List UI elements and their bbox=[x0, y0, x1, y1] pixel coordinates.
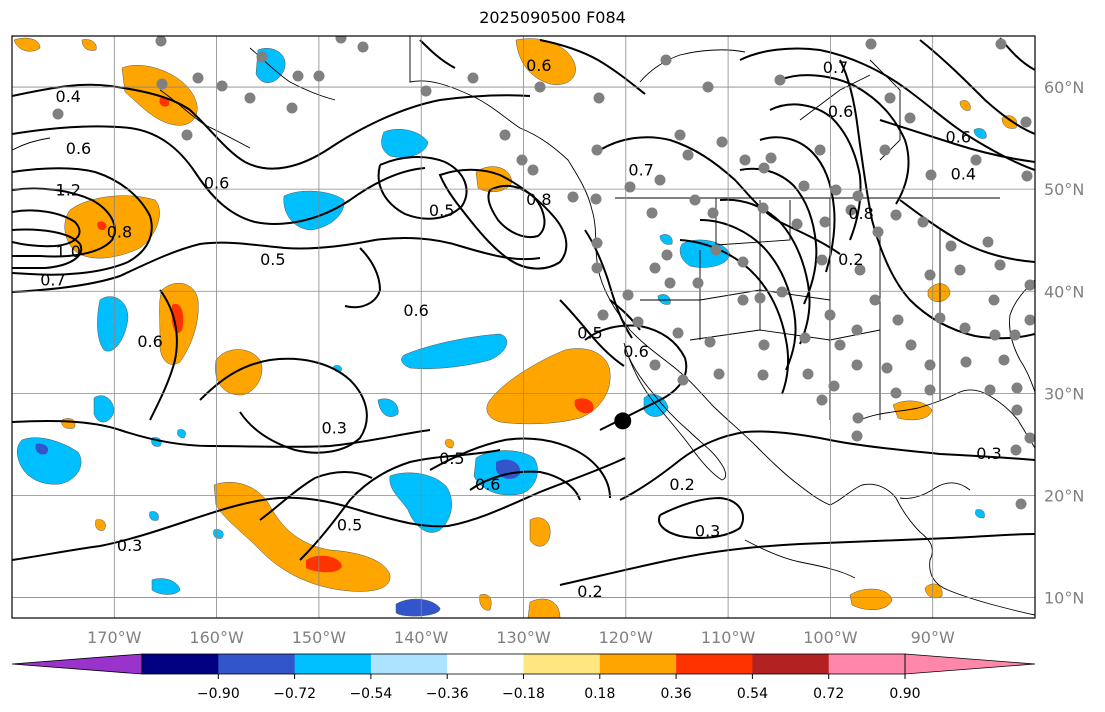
contour-label: 0.5 bbox=[439, 449, 464, 468]
contour-label: 0.6 bbox=[623, 342, 648, 361]
latitude-tick-label: 60°N bbox=[1044, 78, 1084, 97]
contour-label: 0.4 bbox=[951, 164, 976, 183]
longitude-tick-label: 150°W bbox=[292, 628, 347, 647]
contour-label: 0.3 bbox=[976, 444, 1001, 463]
latitude-tick-label: 20°N bbox=[1044, 486, 1084, 505]
colorbar-tick-label: 0.54 bbox=[737, 686, 768, 702]
colorbar-high-extension bbox=[904, 653, 1036, 675]
contour-label: 0.5 bbox=[429, 201, 454, 220]
contour-label: 0.3 bbox=[322, 419, 347, 438]
colorbar-tick-label: 0.36 bbox=[661, 686, 692, 702]
colorbar-segment bbox=[142, 654, 219, 674]
colorbar-segment bbox=[370, 654, 448, 674]
longitude-tick-label: 110°W bbox=[701, 628, 756, 647]
longitude-labels: 170°W 160°W 150°W 140°W 130°W 120°W 110°W 100°W… bbox=[87, 628, 955, 647]
observation-dots bbox=[52, 36, 1035, 510]
latitude-tick-label: 30°N bbox=[1044, 384, 1084, 403]
contour-label: 0.2 bbox=[838, 250, 863, 269]
contour-label: 0.7 bbox=[823, 58, 848, 77]
colorbar-tick-label: −0.72 bbox=[273, 686, 316, 702]
station-marker bbox=[614, 412, 632, 430]
map-title: 2025090500 F084 bbox=[479, 8, 626, 27]
latitude-labels: 60°N 50°N 40°N 30°N 20°N 10°N bbox=[1044, 78, 1084, 608]
colorbar-segment bbox=[676, 654, 753, 674]
contour-label: 0.5 bbox=[337, 516, 362, 535]
colorbar-tick-label: −0.54 bbox=[349, 686, 392, 702]
colorbar-segment bbox=[599, 654, 677, 674]
graticule bbox=[12, 36, 1035, 618]
colorbar-segment bbox=[523, 654, 601, 674]
colorbar-segment bbox=[294, 654, 372, 674]
colorbar-tick-label: 0.72 bbox=[813, 686, 844, 702]
contour-label: 0.2 bbox=[669, 475, 694, 494]
colorbar-segment bbox=[828, 654, 906, 674]
contour-label: 0.8 bbox=[107, 223, 132, 242]
contour-label: 0.5 bbox=[577, 324, 602, 343]
contour-label: 0.5 bbox=[260, 250, 285, 269]
colorbar-low-extension bbox=[11, 653, 143, 675]
colorbar-segment bbox=[218, 654, 296, 674]
contour-label: 0.6 bbox=[204, 174, 229, 193]
map-frame bbox=[11, 35, 1036, 619]
isolines bbox=[12, 37, 1035, 586]
longitude-tick-label: 130°W bbox=[496, 628, 551, 647]
contour-label: 0.7 bbox=[628, 160, 653, 179]
longitude-tick-label: 100°W bbox=[803, 628, 858, 647]
contour-label: 0.4 bbox=[56, 87, 81, 106]
longitude-tick-label: 140°W bbox=[394, 628, 449, 647]
colorbar-tick-label: 0.90 bbox=[889, 686, 920, 702]
contour-label: 1.0 bbox=[56, 242, 81, 261]
colorbar: −0.90 −0.72 −0.54 −0.36 −0.18 0.18 0.36 0.54 0.7… bbox=[11, 653, 1036, 702]
colorbar-tick-label: −0.18 bbox=[502, 686, 545, 702]
contour-label: 0.6 bbox=[946, 128, 971, 147]
colorbar-tick-label: 0.18 bbox=[584, 686, 615, 702]
contour-label: 0.6 bbox=[475, 475, 500, 494]
colorbar-tick-label: −0.90 bbox=[197, 686, 240, 702]
contour-label: 0.3 bbox=[117, 536, 142, 555]
colorbar-tick-label: −0.36 bbox=[426, 686, 469, 702]
contour-label: 0.2 bbox=[577, 582, 602, 601]
contour-label: 1.2 bbox=[56, 181, 81, 200]
contour-label: 0.8 bbox=[526, 190, 551, 209]
longitude-tick-label: 120°W bbox=[599, 628, 654, 647]
contour-label: 0.6 bbox=[66, 139, 91, 158]
longitude-tick-label: 170°W bbox=[87, 628, 142, 647]
colorbar-segment bbox=[752, 654, 830, 674]
latitude-tick-label: 10°N bbox=[1044, 589, 1084, 608]
contour-label: 0.7 bbox=[40, 271, 65, 290]
colorbar-segment bbox=[447, 654, 524, 674]
longitude-tick-label: 90°W bbox=[911, 628, 955, 647]
contour-label: 0.3 bbox=[695, 522, 720, 541]
contour-labels: 0.6 0.7 0.4 0.6 0.6 1.2 0.8 1.0 0.7 0.5 0.8 0.7 0.5 0… bbox=[40, 56, 1001, 601]
contour-label: 0.8 bbox=[848, 204, 873, 223]
contour-label: 0.6 bbox=[137, 332, 162, 351]
longitude-tick-label: 160°W bbox=[189, 628, 244, 647]
contour-label: 0.6 bbox=[403, 301, 428, 320]
contour-label: 0.6 bbox=[526, 56, 551, 75]
contour-label: 0.6 bbox=[828, 102, 853, 121]
latitude-tick-label: 50°N bbox=[1044, 180, 1084, 199]
latitude-tick-label: 40°N bbox=[1044, 282, 1084, 301]
